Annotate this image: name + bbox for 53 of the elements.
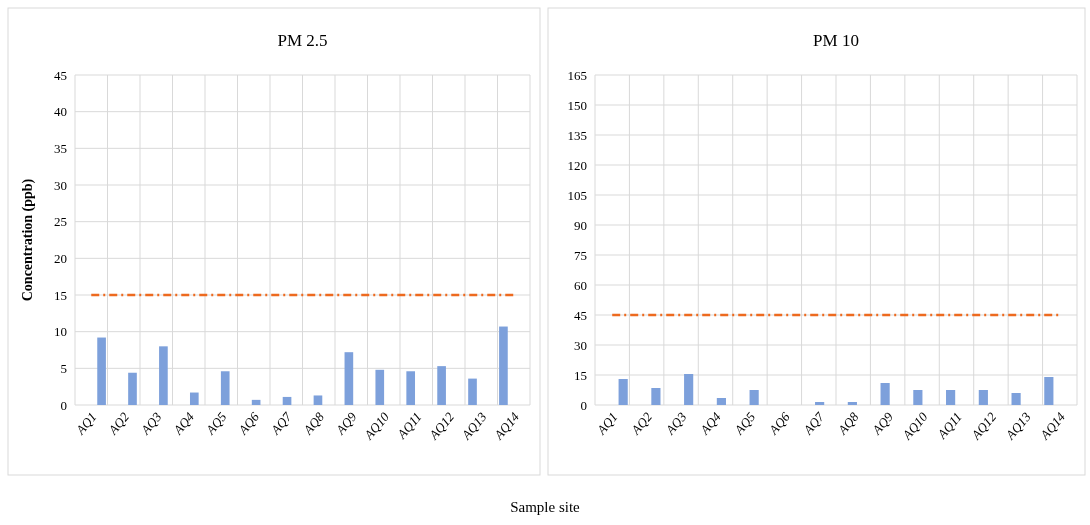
bar (618, 379, 628, 405)
bar (189, 392, 199, 405)
y-axis-title: Concentration (ppb) (20, 178, 36, 302)
y-tick-label: 120 (567, 157, 587, 173)
y-tick-label: 90 (574, 217, 587, 233)
bar (128, 372, 137, 405)
y-tick-label: 45 (54, 67, 67, 83)
bar (880, 383, 890, 405)
bar (1011, 393, 1021, 405)
y-tick-label: 0 (60, 397, 67, 413)
bar (468, 378, 477, 405)
y-tick-label: 15 (54, 287, 67, 303)
bar (1044, 377, 1054, 405)
bar (978, 390, 988, 405)
bar (313, 395, 323, 405)
bar (499, 326, 508, 405)
bar (651, 388, 661, 405)
bar (159, 346, 168, 405)
x-axis-title: Sample site (510, 499, 581, 515)
bar (375, 369, 385, 405)
bar (913, 390, 923, 405)
y-tick-label: 105 (567, 187, 587, 203)
y-tick-label: 135 (567, 127, 587, 143)
bar (847, 402, 857, 405)
y-tick-label: 15 (574, 367, 587, 383)
bar (437, 366, 446, 405)
bar (251, 399, 261, 405)
y-tick-label: 30 (574, 337, 587, 353)
y-tick-label: 20 (54, 250, 67, 266)
y-tick-label: 25 (54, 214, 67, 230)
bar (282, 396, 292, 405)
y-tick-label: 165 (567, 67, 587, 83)
y-tick-label: 60 (574, 277, 587, 293)
bar (97, 337, 106, 405)
y-tick-label: 75 (574, 247, 587, 263)
bar (716, 398, 726, 405)
y-tick-label: 5 (60, 360, 67, 376)
y-tick-label: 35 (54, 140, 67, 156)
bar (749, 390, 759, 405)
y-tick-label: 40 (54, 104, 67, 120)
chart-title: PM 2.5 (277, 31, 328, 50)
y-tick-label: 150 (567, 97, 587, 113)
bar (344, 352, 354, 405)
y-tick-label: 10 (54, 324, 67, 340)
bar (220, 371, 230, 405)
bar (684, 374, 694, 405)
bar (815, 402, 825, 405)
y-tick-label: 0 (580, 397, 587, 413)
y-tick-label: 30 (54, 177, 67, 193)
y-tick-label: 45 (574, 307, 587, 323)
chart-title: PM 10 (813, 31, 859, 50)
bar (946, 390, 956, 405)
bar (406, 371, 416, 405)
